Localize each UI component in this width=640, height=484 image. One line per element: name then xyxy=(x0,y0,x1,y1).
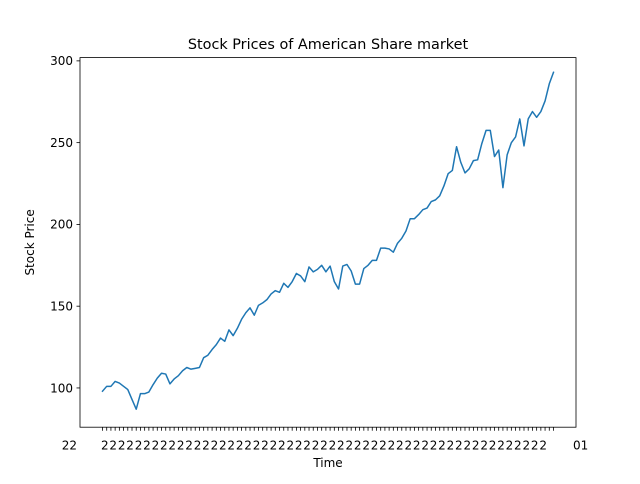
x-tick-label: 2 xyxy=(396,439,407,453)
x-tick-label-last: 01 xyxy=(573,439,588,453)
y-tick-label: 250 xyxy=(50,136,73,150)
x-tick-label: 2 xyxy=(270,439,281,453)
x-tick-label: 2 xyxy=(506,439,517,453)
x-tick-label: 2 xyxy=(362,439,373,453)
x-tick-label: 2 xyxy=(413,439,424,453)
x-tick-label: 2 xyxy=(152,439,163,453)
x-tick-label: 2 xyxy=(160,439,171,453)
x-tick-label: 2 xyxy=(463,439,474,453)
x-tick-label: 2 xyxy=(421,439,432,453)
x-tick-label: 2 xyxy=(227,439,238,453)
x-tick-label: 2 xyxy=(253,439,264,453)
x-tick-label: 2 xyxy=(531,439,542,453)
y-tick-label: 200 xyxy=(50,218,73,232)
x-tick-label: 2 xyxy=(345,439,356,453)
x-tick-label: 2 xyxy=(514,439,525,453)
x-tick-label: 2 xyxy=(489,439,500,453)
x-tick-label: 2 xyxy=(295,439,306,453)
x-tick-label: 2 xyxy=(312,439,323,453)
series-line xyxy=(101,71,555,410)
x-tick-label: 2 xyxy=(168,439,179,453)
x-tick-label: 2 xyxy=(472,439,483,453)
x-tick-label: 2 xyxy=(329,439,340,453)
x-tick-label: 2 xyxy=(236,439,247,453)
x-tick-label: 2 xyxy=(354,439,365,453)
y-tick-label: 150 xyxy=(50,299,73,313)
x-tick-label: 2 xyxy=(101,439,112,453)
y-axis-label: Stock Price xyxy=(23,209,37,275)
x-tick-label: 2 xyxy=(261,439,272,453)
x-tick-label: 2 xyxy=(219,439,230,453)
x-tick-label: 2 xyxy=(438,439,449,453)
x-tick-label: 2 xyxy=(109,439,120,453)
x-tick-label: 2 xyxy=(278,439,289,453)
plot-frame xyxy=(79,57,577,428)
x-axis-label: Time xyxy=(312,456,342,470)
x-tick-label: 2 xyxy=(143,439,154,453)
x-tick-label: 2 xyxy=(379,439,390,453)
x-tick-label: 2 xyxy=(194,439,205,453)
chart-title: Stock Prices of American Share market xyxy=(188,37,469,53)
x-tick-label: 2 xyxy=(244,439,255,453)
x-tick-label: 2 xyxy=(480,439,491,453)
x-tick-label: 2 xyxy=(126,439,137,453)
x-tick-label: 2 xyxy=(320,439,331,453)
x-tick-label: 2 xyxy=(286,439,297,453)
x-tick-label: 2 xyxy=(388,439,399,453)
y-tick-label: 100 xyxy=(50,381,73,395)
x-tick-label-band: 2 2 2 2 2 2 2 2 2 2 2 2 2 2 2 2 2 2 2 2 … xyxy=(101,439,551,453)
x-tick-label: 2 xyxy=(371,439,382,453)
x-tick-label: 2 xyxy=(177,439,188,453)
y-axis-ticks: 100 150 200 250 300 xyxy=(50,54,80,395)
x-tick-label: 2 xyxy=(303,439,314,453)
x-tick-label: 2 xyxy=(211,439,222,453)
x-tick-label: 2 xyxy=(455,439,466,453)
x-tick-label: 2 xyxy=(539,439,550,453)
x-tick-label: 2 xyxy=(135,439,146,453)
x-tick-label: 2 xyxy=(404,439,415,453)
x-tick-label-first: 22 xyxy=(62,439,77,453)
x-tick-label: 2 xyxy=(337,439,348,453)
x-tick-label: 2 xyxy=(202,439,213,453)
x-tick-label: 2 xyxy=(430,439,441,453)
x-tick-label: 2 xyxy=(185,439,196,453)
x-tick-label: 2 xyxy=(497,439,508,453)
x-tick-label: 2 xyxy=(447,439,458,453)
y-tick-label: 300 xyxy=(50,54,73,68)
x-tick-label: 2 xyxy=(522,439,533,453)
x-axis-ticks: 2 2 2 2 2 2 2 2 2 2 2 2 2 2 2 2 2 2 2 2 … xyxy=(101,427,554,453)
plot-area xyxy=(80,57,576,428)
x-tick-label: 2 xyxy=(118,439,129,453)
